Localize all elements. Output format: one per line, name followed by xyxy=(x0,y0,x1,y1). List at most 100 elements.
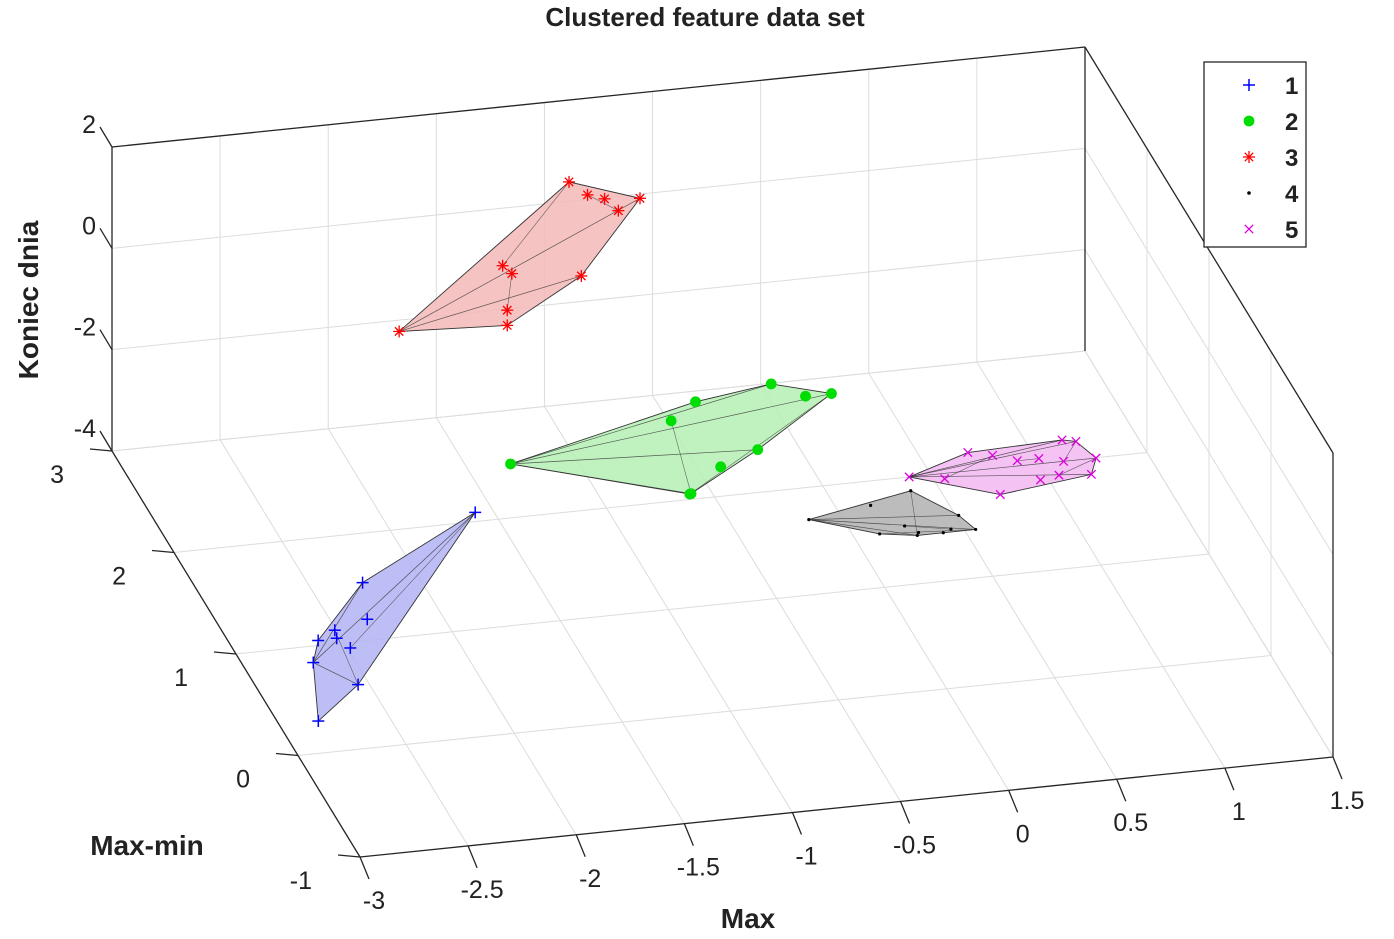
x-tick xyxy=(1116,778,1127,802)
hull-edge xyxy=(398,198,641,332)
hull-edge xyxy=(399,275,582,332)
data-markers xyxy=(307,175,1101,728)
legend-marker-3 xyxy=(1243,151,1255,163)
hull-edge xyxy=(506,273,513,311)
hull-edge xyxy=(510,393,832,465)
data-point-2 xyxy=(765,378,777,390)
x-tick-label: -3 xyxy=(363,887,385,915)
z-tick xyxy=(99,329,113,351)
data-point-5 xyxy=(1086,469,1097,480)
cluster-hull-1 xyxy=(312,512,476,722)
hull-edge xyxy=(510,463,692,494)
hull-edge xyxy=(334,630,359,685)
x-tick-label: 1.5 xyxy=(1330,787,1365,815)
x-tick-label: 0 xyxy=(1016,820,1030,848)
z-tick-label: -4 xyxy=(74,415,96,443)
hull-edge xyxy=(879,529,976,535)
x-tick xyxy=(791,812,803,835)
data-point-1 xyxy=(352,678,365,691)
data-point-1 xyxy=(328,624,341,637)
legend-label: 3 xyxy=(1285,145,1298,172)
data-point-3 xyxy=(634,192,646,205)
data-point-1 xyxy=(469,506,482,519)
hull-edge xyxy=(350,512,476,649)
legend-label: 4 xyxy=(1285,181,1299,208)
x-axis-label: Max xyxy=(721,903,776,934)
data-point-2 xyxy=(826,388,837,399)
z-tick xyxy=(99,430,113,452)
data-point-1 xyxy=(307,656,320,669)
y-tick xyxy=(337,854,361,858)
data-point-3 xyxy=(563,175,576,188)
axes-edge xyxy=(359,756,1334,858)
data-point-1 xyxy=(344,641,357,654)
y-tick-label: 1 xyxy=(174,664,188,692)
data-point-3 xyxy=(501,319,514,332)
y-tick-label: 3 xyxy=(50,461,64,489)
data-point-3 xyxy=(505,267,518,280)
data-point-4 xyxy=(974,527,978,532)
data-point-4 xyxy=(878,532,882,536)
axes-edge xyxy=(1084,46,1334,454)
data-point-2 xyxy=(684,488,696,500)
hull-edge xyxy=(313,512,476,663)
grid-line xyxy=(1084,148,1334,555)
z-tick-label: 2 xyxy=(82,111,96,139)
hull-edge xyxy=(1017,458,1039,462)
data-point-5 xyxy=(1058,456,1069,467)
x-tick-label: -0.5 xyxy=(893,831,936,859)
x-tick-label: -1 xyxy=(795,843,817,871)
data-point-2 xyxy=(665,415,677,427)
data-point-5 xyxy=(1035,475,1046,485)
grid-line xyxy=(1084,350,1334,758)
hull-edge xyxy=(670,420,692,494)
data-point-5 xyxy=(1012,456,1022,466)
x-tick-label: -2 xyxy=(579,865,601,893)
data-point-3 xyxy=(496,259,509,272)
hull-edge xyxy=(510,449,758,465)
chart-title: Clustered feature data set xyxy=(545,2,865,32)
data-point-5 xyxy=(940,474,950,484)
hull-edge xyxy=(312,582,363,663)
tick-labels: -3 -2.5 -2 -1.5 -1 -0.5 0 0.5 1 1.5 -1 0 1 2 3 -4 -2 0 2 xyxy=(50,111,1364,915)
y-tick-label: 2 xyxy=(112,563,126,591)
x-tick-label: 0.5 xyxy=(1113,809,1148,837)
y-tick xyxy=(275,752,299,757)
z-tick-label: 0 xyxy=(82,212,96,240)
grid-line xyxy=(235,553,1210,655)
data-point-3 xyxy=(575,269,588,282)
data-point-3 xyxy=(598,192,611,205)
legend-box xyxy=(1203,61,1307,248)
z-tick xyxy=(99,227,113,249)
hull-edge xyxy=(910,490,918,536)
legend-marker-4 xyxy=(1247,191,1251,195)
data-point-4 xyxy=(916,530,921,535)
data-point-4 xyxy=(915,533,919,538)
data-point-5 xyxy=(1071,436,1081,447)
y-tick xyxy=(213,651,237,655)
cluster-hull-2 xyxy=(510,383,833,495)
data-point-2 xyxy=(505,458,516,470)
grid-line xyxy=(111,249,1086,351)
data-point-4 xyxy=(903,524,907,528)
data-point-5 xyxy=(987,450,998,461)
hull-edge xyxy=(808,514,959,520)
hull-edge xyxy=(312,640,319,663)
data-point-2 xyxy=(800,390,811,402)
z-tick xyxy=(99,126,113,148)
data-point-4 xyxy=(941,531,945,535)
cluster-hull-3 xyxy=(397,181,641,332)
hull-edge xyxy=(689,393,832,495)
data-point-5 xyxy=(1034,453,1044,464)
data-point-1 xyxy=(361,613,374,626)
legend: 1 2 3 4 5 xyxy=(1203,61,1307,248)
data-point-5 xyxy=(1057,435,1067,445)
hull-edge xyxy=(502,181,570,266)
legend-marker-1 xyxy=(1243,79,1255,91)
data-point-1 xyxy=(330,632,343,645)
x-tick-label: -1.5 xyxy=(677,854,720,882)
x-tick xyxy=(1332,756,1343,780)
hull-edge xyxy=(909,457,1097,478)
data-point-1 xyxy=(356,576,369,589)
hull-edge xyxy=(808,519,976,530)
